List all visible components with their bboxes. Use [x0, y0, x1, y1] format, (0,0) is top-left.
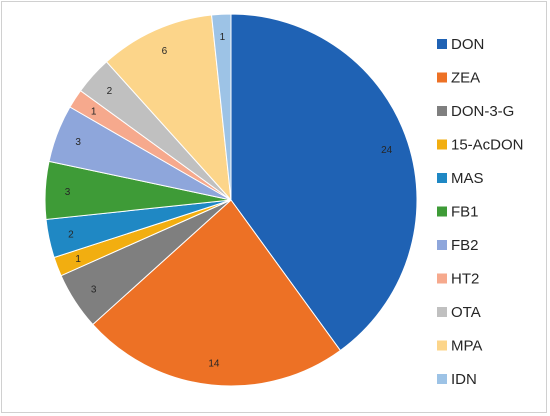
pie-slice-zea [92, 199, 342, 387]
data-label-ht2: 1 [91, 106, 97, 117]
pie-slice-mpa [105, 14, 232, 202]
legend-item-zea: ZEA [437, 70, 480, 87]
legend-label-don: DON [451, 36, 484, 53]
legend-swatch-ht2 [437, 273, 447, 284]
legend-item-fb2: FB2 [437, 237, 479, 254]
legend-swatch-mas [437, 173, 447, 183]
legend-label-don-3-g: DON-3-G [451, 103, 514, 120]
legend-item-don: DON [437, 36, 484, 53]
legend-item-ota: OTA [437, 304, 481, 321]
legend-swatch-fb1 [437, 206, 447, 217]
data-label-mpa: 6 [162, 46, 168, 57]
legend-item-ht2: HT2 [437, 271, 479, 288]
legend-item-fb1: FB1 [437, 204, 479, 221]
legend-swatch-zea [437, 72, 447, 83]
data-label-mas: 2 [68, 230, 74, 241]
legend-label-ota: OTA [451, 304, 481, 321]
data-label-don-3-g: 3 [91, 285, 97, 296]
legend: DON ZEA DON-3-G 15-AcDON MAS FB1 FB2 HT2 OTA MPA I… [437, 36, 524, 388]
data-label-fb1: 3 [65, 187, 71, 198]
legend-label-15-acdon: 15-AcDON [451, 137, 524, 154]
legend-item-idn: IDN [437, 371, 477, 388]
legend-label-mas: MAS [451, 170, 484, 187]
data-label-don: 24 [381, 145, 393, 156]
data-label-ota: 2 [107, 86, 113, 97]
data-label-fb2: 3 [75, 137, 81, 148]
legend-swatch-mpa [437, 340, 447, 351]
legend-swatch-ota [437, 307, 447, 317]
pie-slices [44, 13, 418, 387]
legend-swatch-don-3-g [437, 106, 447, 116]
legend-label-ht2: HT2 [451, 271, 479, 288]
legend-swatch-fb2 [437, 240, 447, 250]
legend-item-15-acdon: 15-AcDON [437, 137, 524, 154]
legend-item-don-3-g: DON-3-G [437, 103, 514, 120]
legend-swatch-don [437, 39, 447, 49]
legend-label-mpa: MPA [451, 338, 482, 355]
data-label-idn: 1 [220, 32, 226, 43]
pie-slice-idn [211, 13, 232, 201]
legend-label-fb1: FB1 [451, 204, 479, 221]
legend-label-idn: IDN [451, 371, 477, 388]
legend-label-zea: ZEA [451, 70, 480, 87]
legend-label-fb2: FB2 [451, 237, 479, 254]
legend-swatch-15-acdon [437, 139, 447, 150]
legend-swatch-idn [437, 374, 447, 384]
pie-slice-don [230, 13, 418, 352]
data-label-zea: 14 [208, 358, 220, 369]
legend-item-mas: MAS [437, 170, 484, 187]
legend-item-mpa: MPA [437, 338, 482, 355]
data-label-15-acdon: 1 [75, 254, 81, 265]
